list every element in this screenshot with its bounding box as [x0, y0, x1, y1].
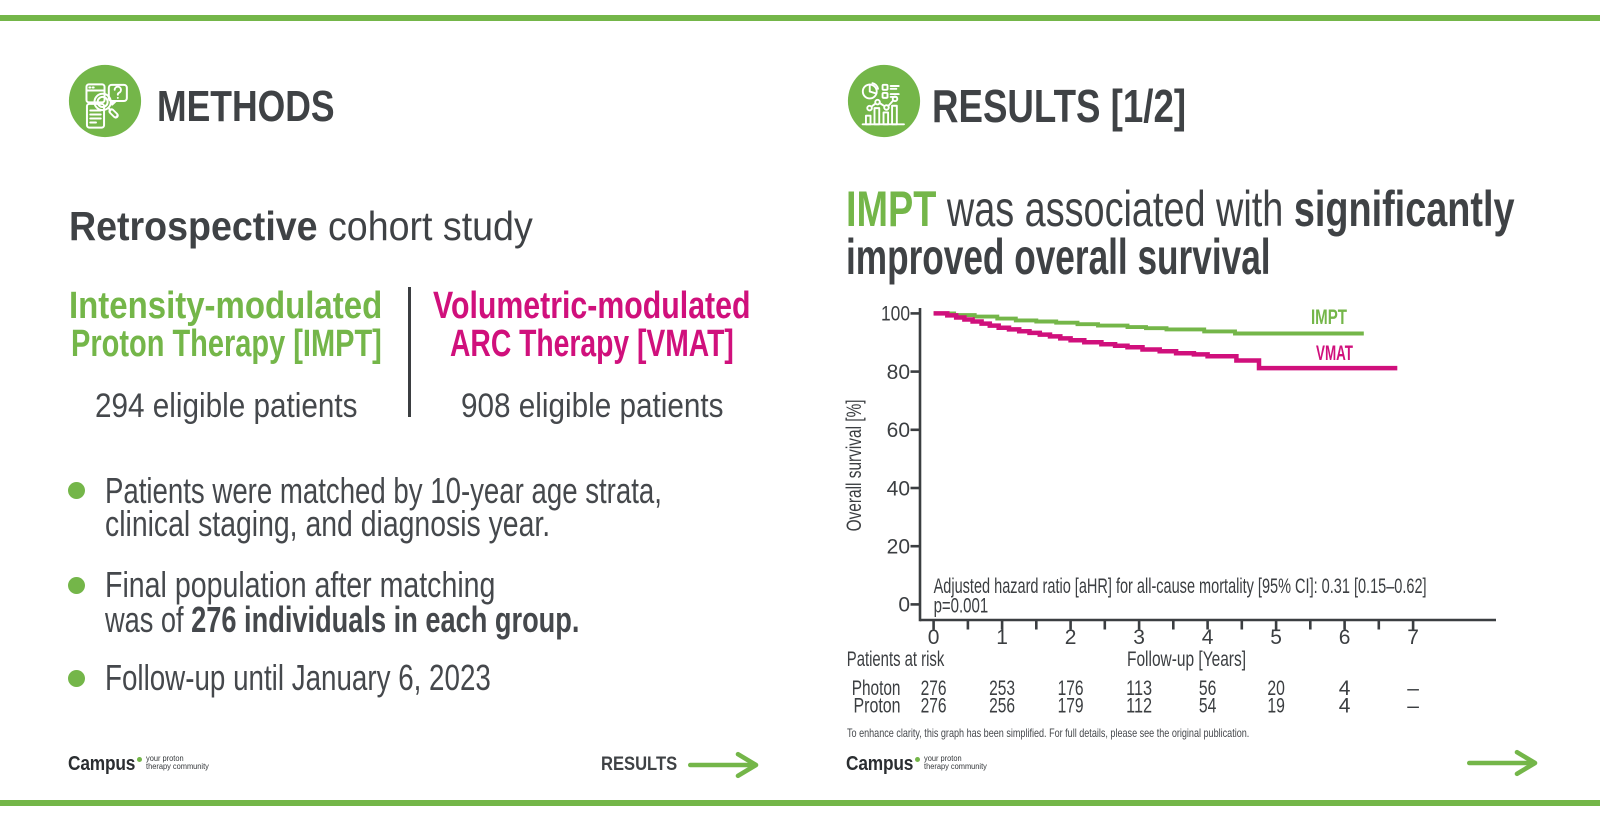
svg-text:56: 56: [1199, 677, 1217, 700]
svg-text:6: 6: [1339, 626, 1351, 649]
svg-text:Patients at risk: Patients at risk: [847, 648, 945, 671]
svg-text:Proton: Proton: [854, 695, 901, 718]
svg-text:VMAT: VMAT: [1316, 342, 1353, 365]
svg-text:2: 2: [1065, 626, 1077, 649]
svg-text:Photon: Photon: [852, 677, 901, 700]
svg-text:20: 20: [887, 536, 910, 559]
svg-text:Adjusted hazard ratio [aHR] fo: Adjusted hazard ratio [aHR] for all-caus…: [934, 575, 1427, 598]
svg-text:Overall survival [%]: Overall survival [%]: [843, 399, 866, 531]
svg-text:19: 19: [1267, 695, 1285, 718]
svg-text:4: 4: [1202, 626, 1214, 649]
svg-text:54: 54: [1199, 695, 1217, 718]
svg-text:113: 113: [1126, 677, 1152, 700]
svg-text:4: 4: [1339, 677, 1351, 700]
svg-text:40: 40: [887, 477, 910, 500]
svg-text:–: –: [1407, 695, 1419, 718]
svg-text:0: 0: [898, 594, 910, 617]
svg-text:176: 176: [1058, 677, 1084, 700]
svg-text:p=0.001: p=0.001: [934, 594, 989, 617]
svg-text:256: 256: [989, 695, 1015, 718]
svg-text:276: 276: [921, 695, 947, 718]
svg-text:80: 80: [887, 361, 910, 384]
svg-text:179: 179: [1058, 695, 1084, 718]
svg-text:7: 7: [1407, 626, 1419, 649]
svg-text:60: 60: [887, 419, 910, 442]
svg-text:253: 253: [989, 677, 1015, 700]
svg-text:0: 0: [928, 626, 940, 649]
svg-text:20: 20: [1267, 677, 1285, 700]
svg-text:3: 3: [1133, 626, 1145, 649]
svg-text:–: –: [1407, 677, 1419, 700]
svg-text:IMPT: IMPT: [1311, 306, 1347, 329]
svg-text:4: 4: [1339, 695, 1351, 718]
svg-text:1: 1: [996, 626, 1008, 649]
svg-text:Follow-up [Years]: Follow-up [Years]: [1127, 648, 1246, 671]
svg-text:5: 5: [1270, 626, 1282, 649]
svg-text:276: 276: [921, 677, 947, 700]
svg-text:112: 112: [1126, 695, 1152, 718]
svg-text:100: 100: [881, 303, 910, 326]
